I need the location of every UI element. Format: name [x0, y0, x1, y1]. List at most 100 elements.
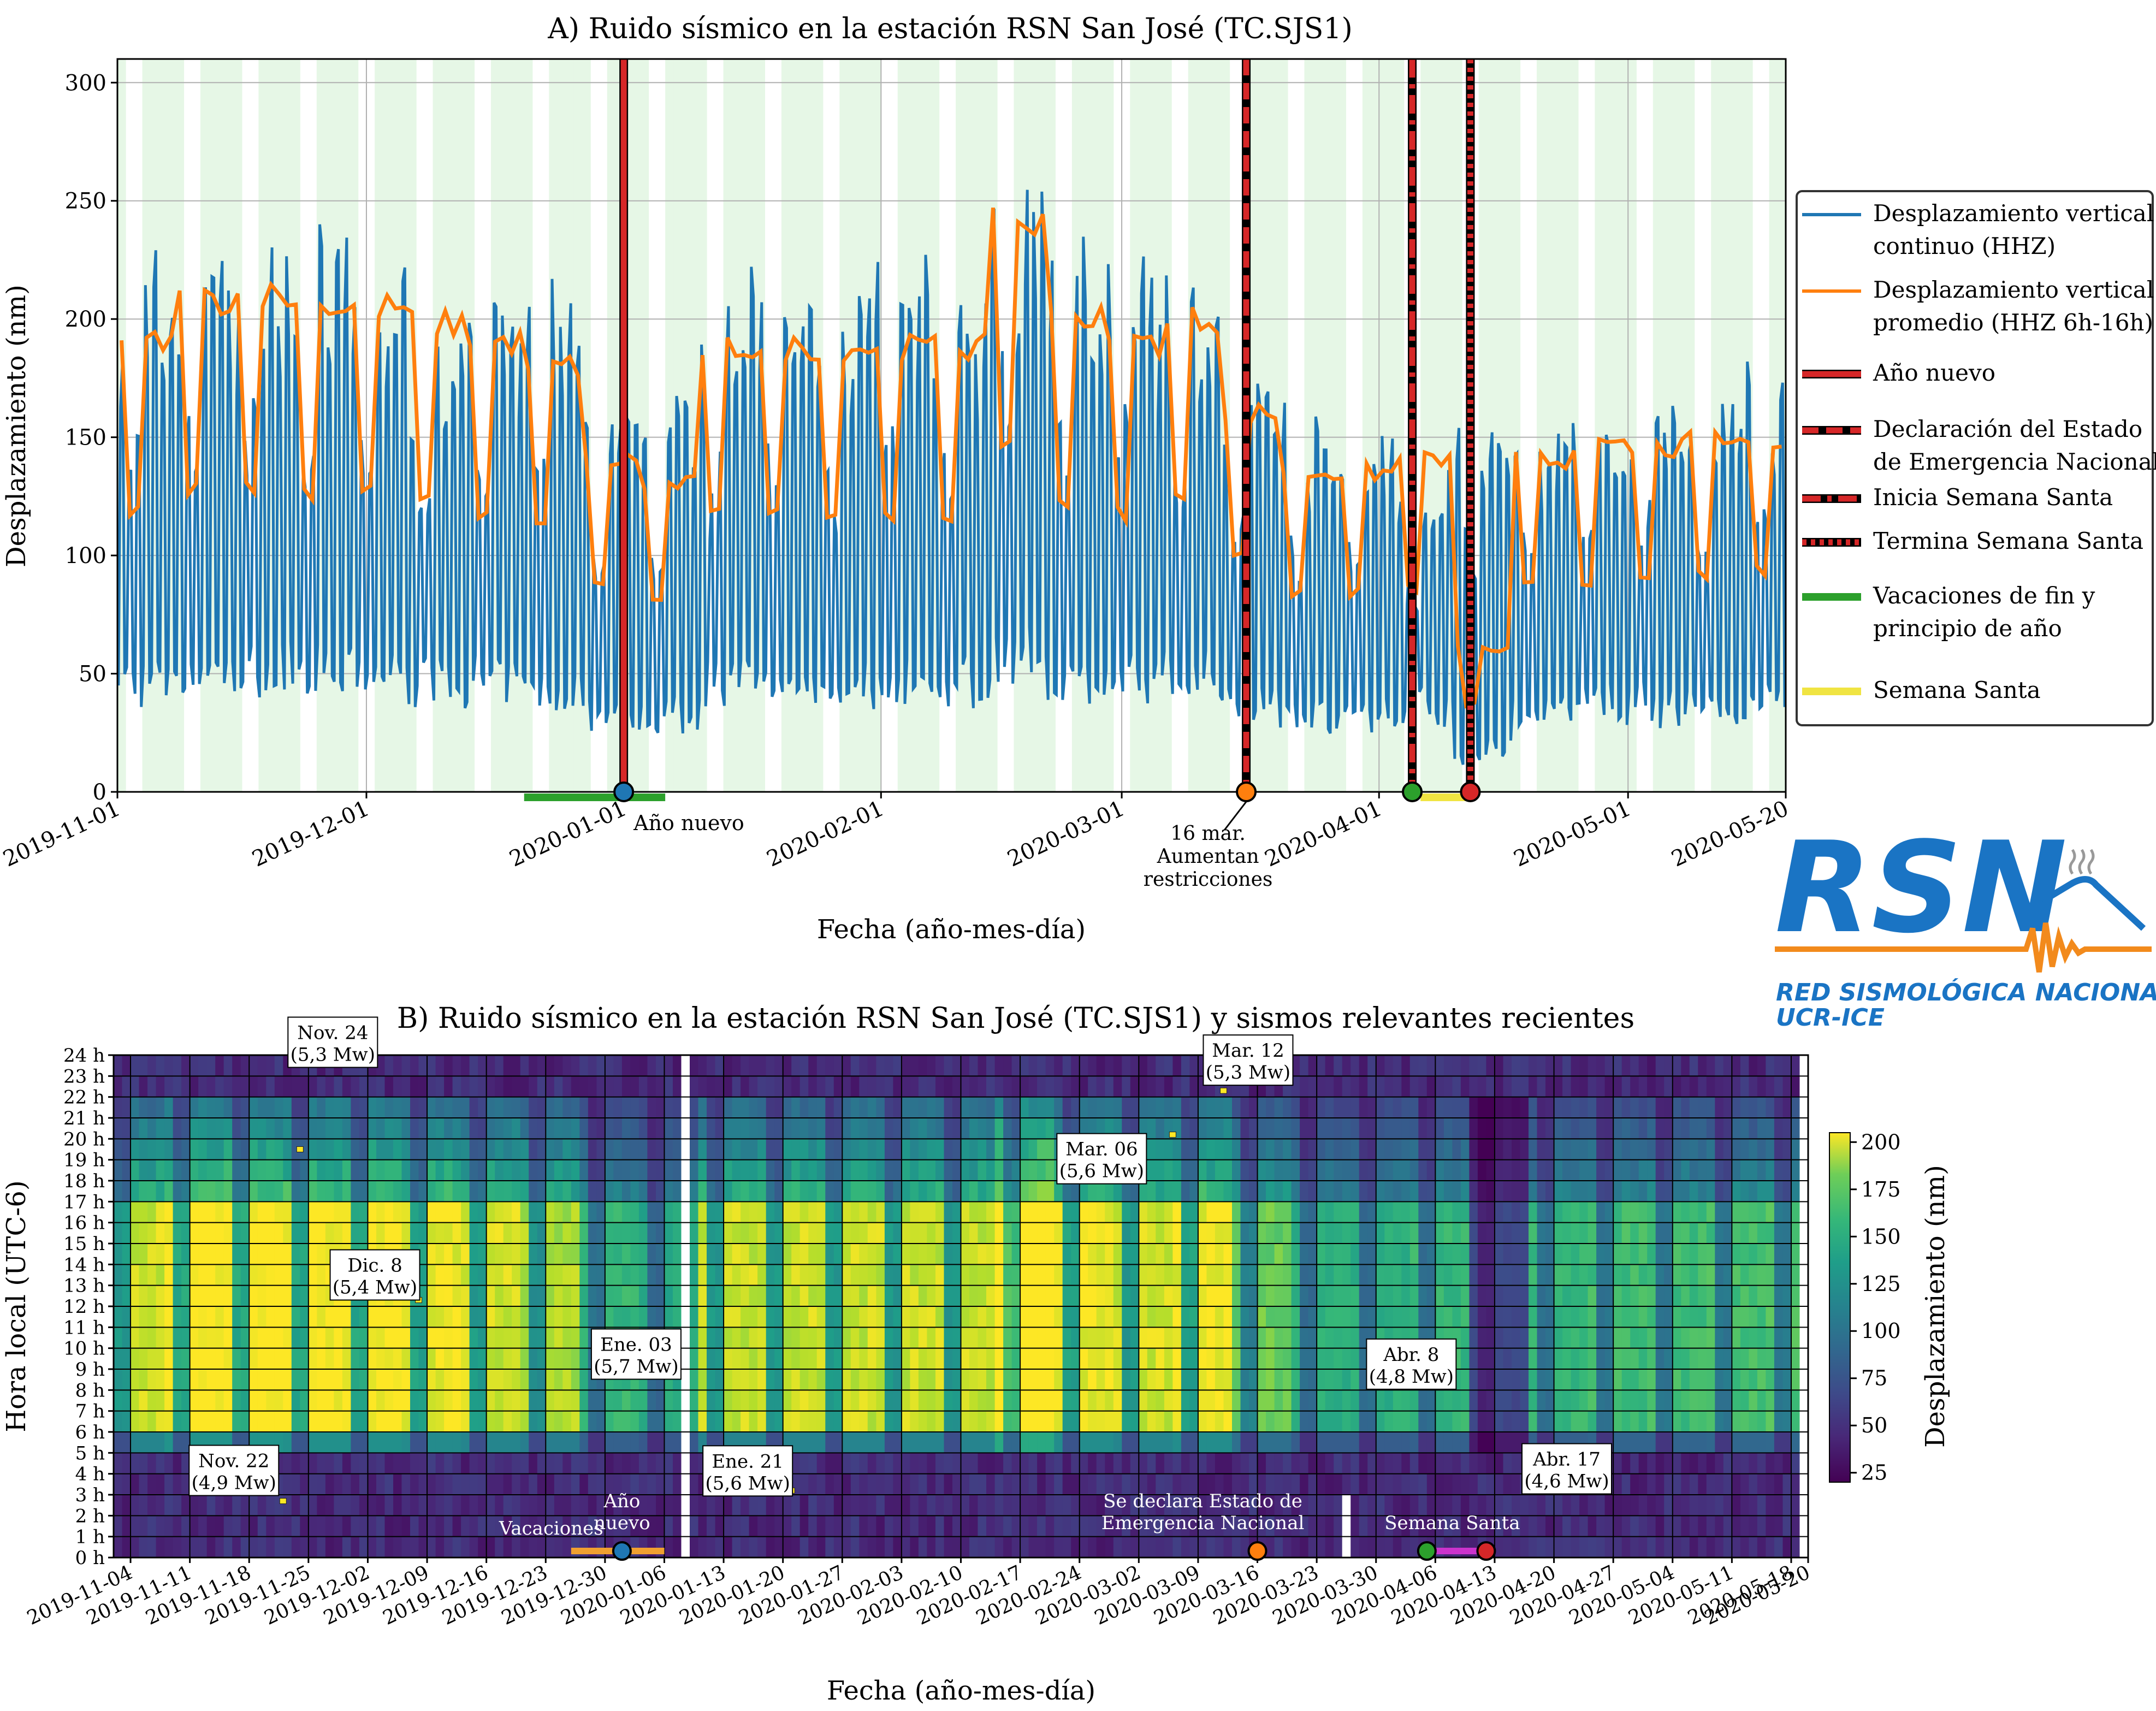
heatmap-cell: [1317, 1244, 1326, 1265]
heatmap-cell: [1723, 1181, 1732, 1202]
heatmap-cell: [1664, 1097, 1673, 1118]
heatmap-cell: [351, 1139, 360, 1161]
heatmap-cell: [961, 1139, 970, 1161]
heatmap-cell: [520, 1348, 529, 1370]
heatmap-cell: [1401, 1536, 1411, 1558]
heatmap-cell: [867, 1244, 876, 1265]
heatmap-cell: [791, 1139, 801, 1161]
heatmap-cell: [410, 1159, 419, 1181]
heatmap-cell: [825, 1411, 834, 1432]
heatmap-cell: [1715, 1411, 1724, 1432]
heatmap-cell: [833, 1076, 843, 1098]
heatmap-cell: [1308, 1285, 1317, 1307]
heatmap-cell: [486, 1453, 495, 1475]
heatmap-cell: [368, 1076, 377, 1098]
heatmap-cell: [1223, 1244, 1233, 1265]
heatmap-cell: [1749, 1453, 1758, 1475]
heatmap-cell: [131, 1118, 140, 1139]
heatmap-cell: [588, 1495, 597, 1516]
heatmap-cell: [469, 1536, 478, 1558]
heatmap-cell: [918, 1306, 927, 1328]
heatmap-cell: [1147, 1536, 1156, 1558]
heatmap-cell: [1452, 1159, 1461, 1181]
heatmap-cell: [1223, 1264, 1233, 1286]
heatmap-cell: [1740, 1515, 1749, 1537]
heatmap-cell: [1698, 1432, 1707, 1453]
heatmap-cell: [1740, 1453, 1749, 1475]
heatmap-cell: [1393, 1097, 1402, 1118]
heatmap-cell: [1732, 1453, 1741, 1475]
heatmap-cell: [596, 1453, 606, 1475]
heatmap-cell: [342, 1453, 351, 1475]
heatmap-cell: [910, 1390, 919, 1412]
heatmap-cell: [384, 1097, 394, 1118]
heatmap-cell: [1647, 1369, 1656, 1390]
heatmap-cell: [994, 1495, 1004, 1516]
heatmap-cell: [1274, 1432, 1283, 1453]
heatmap-cell: [198, 1244, 208, 1265]
heatmap-cell: [749, 1264, 758, 1286]
heatmap-cell: [901, 1222, 910, 1244]
heatmap-cell: [342, 1159, 351, 1181]
heatmap-cell: [1105, 1097, 1114, 1118]
heatmap-cell: [351, 1159, 360, 1181]
heatmap-cell: [825, 1181, 834, 1202]
heatmap-cell: [291, 1076, 300, 1098]
heatmap-cell: [1274, 1495, 1283, 1516]
heatmap-cell: [554, 1473, 563, 1495]
heatmap-cell: [757, 1348, 767, 1370]
heatmap-cell: [1604, 1264, 1614, 1286]
heatmap-cell: [757, 1495, 767, 1516]
heatmap-cell: [681, 1495, 690, 1516]
heatmap-cell: [978, 1411, 987, 1432]
heatmap-cell: [520, 1244, 529, 1265]
heatmap-cell: [351, 1327, 360, 1349]
heatmap-cell: [147, 1473, 157, 1495]
heatmap-cell: [749, 1390, 758, 1412]
heatmap-cell: [1579, 1076, 1589, 1098]
heatmap-cell: [842, 1244, 851, 1265]
heatmap-cell: [893, 1432, 902, 1453]
heatmap-cell: [1409, 1285, 1419, 1307]
heatmap-cell: [1401, 1515, 1411, 1537]
heatmap-cell: [435, 1306, 445, 1328]
heatmap-cell: [1232, 1118, 1241, 1139]
heatmap-cell: [613, 1453, 623, 1475]
heatmap-cell: [1571, 1097, 1580, 1118]
heatmap-cell: [173, 1327, 182, 1349]
heatmap-cell: [867, 1118, 876, 1139]
heatmap-cell: [1655, 1244, 1665, 1265]
heatmap-cell: [529, 1264, 538, 1286]
heatmap-cell: [546, 1411, 555, 1432]
heatmap-cell: [596, 1139, 606, 1161]
heatmap-cell: [690, 1076, 699, 1098]
heatmap-cell: [994, 1369, 1004, 1390]
heatmap-cell: [1537, 1348, 1546, 1370]
heatmap-cell: [452, 1306, 461, 1328]
heatmap-cell: [384, 1411, 394, 1432]
heatmap-cell: [1503, 1411, 1512, 1432]
heatmap-cell: [715, 1495, 724, 1516]
heatmap-cell: [1147, 1390, 1156, 1412]
heatmap-cell: [791, 1369, 801, 1390]
heatmap-cell: [1672, 1536, 1681, 1558]
heatmap-cell: [952, 1097, 962, 1118]
heatmap-cell: [1664, 1536, 1673, 1558]
heatmap-cell: [621, 1055, 631, 1076]
heatmap-cell: [1130, 1495, 1139, 1516]
heatmap-cell: [546, 1432, 555, 1453]
heatmap-cell: [1028, 1244, 1038, 1265]
heatmap-cell: [1681, 1097, 1690, 1118]
heatmap-cell: [952, 1076, 962, 1098]
heatmap-cell: [1011, 1201, 1021, 1223]
heatmap-cell: [554, 1369, 563, 1390]
heatmap-cell: [1613, 1536, 1622, 1558]
heatmap-cell: [1088, 1473, 1097, 1495]
heatmap-cell: [715, 1536, 724, 1558]
heatmap-cell: [1401, 1181, 1411, 1202]
heatmap-cell: [1698, 1495, 1707, 1516]
heatmap-cell: [520, 1201, 529, 1223]
heatmap-cell: [1740, 1411, 1749, 1432]
heatmap-cell: [478, 1055, 487, 1076]
heatmap-cell: [596, 1264, 606, 1286]
